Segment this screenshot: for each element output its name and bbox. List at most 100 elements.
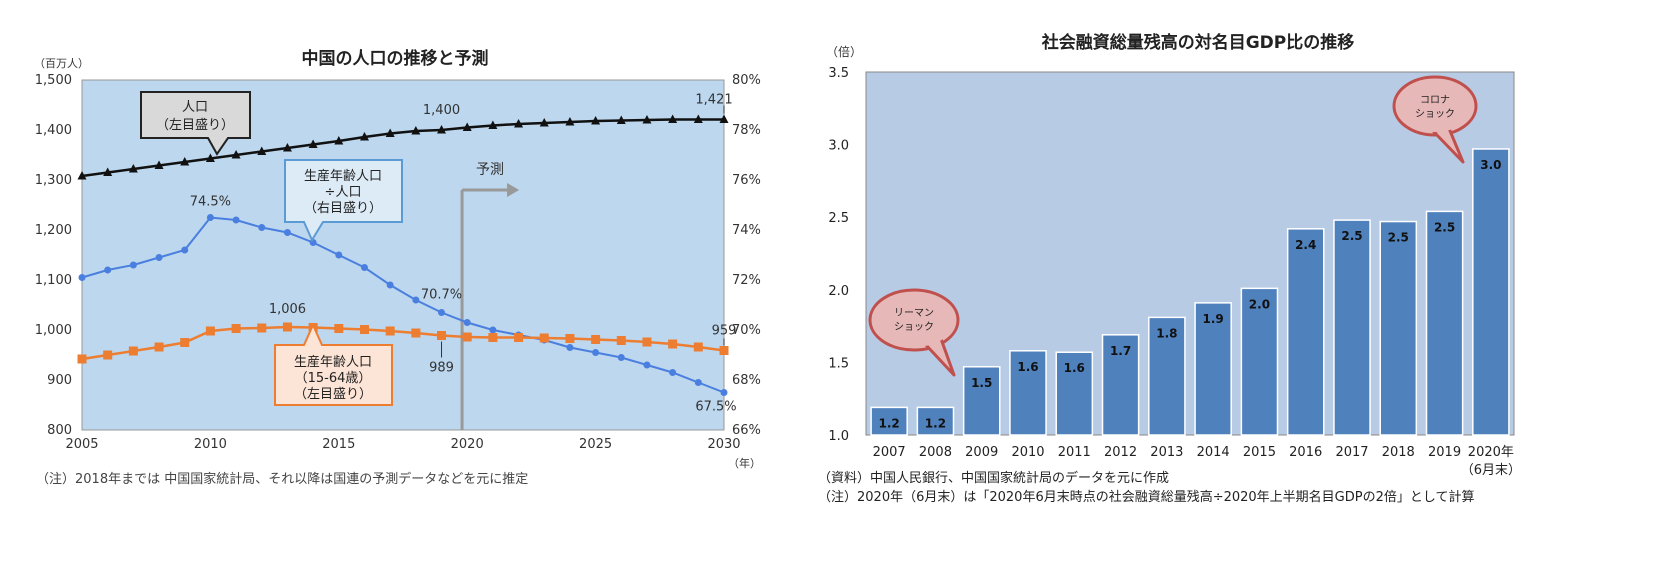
ratio-callout-line1: 生産年齢人口 xyxy=(304,168,382,184)
lehman-callout-line1: リーマン xyxy=(894,308,934,319)
bar-value-label: 1.2 xyxy=(879,416,900,430)
population-marker xyxy=(437,125,447,134)
working-age-marker xyxy=(514,333,524,342)
population-marker xyxy=(488,120,498,129)
bar-value-label: 2.5 xyxy=(1388,231,1409,245)
ratio-marker xyxy=(155,254,163,261)
right-y-tick: 72% xyxy=(732,273,761,288)
x-tick: 2010 xyxy=(194,437,227,452)
lehman-callout: リーマン ショック xyxy=(868,288,960,377)
ratio-marker xyxy=(694,379,702,386)
ratio-marker xyxy=(232,216,240,224)
x-tick: 2015 xyxy=(322,437,355,452)
population-marker xyxy=(103,167,113,176)
data-label: 1,400 xyxy=(423,103,460,118)
y-tick: 2.0 xyxy=(828,284,849,299)
right-y-tick: 68% xyxy=(732,373,761,388)
working-age-marker xyxy=(385,326,395,336)
left-y-tick: 1,400 xyxy=(35,123,72,138)
ratio-marker xyxy=(258,224,266,231)
ratio-line xyxy=(81,216,725,394)
x-tick: 2019 xyxy=(1428,445,1461,460)
bar-value-label: 1.2 xyxy=(925,416,946,430)
ratio-marker xyxy=(335,251,343,259)
x-tick: 2018 xyxy=(1382,445,1415,460)
bar-value-label: 1.6 xyxy=(1064,361,1085,375)
ratio-marker xyxy=(386,281,394,289)
ratio-marker xyxy=(592,349,600,356)
ratio-marker xyxy=(438,309,446,316)
left-y-tick: 1,100 xyxy=(35,273,72,288)
population-marker xyxy=(385,128,395,137)
x-tick: 2020年 xyxy=(1468,445,1514,460)
y-tick: 1.0 xyxy=(828,429,849,444)
corona-callout-line1: コロナ xyxy=(1420,94,1450,106)
working-age-marker xyxy=(488,333,498,342)
left-y-tick: 1,300 xyxy=(35,173,72,188)
corona-callout: コロナ ショック xyxy=(1392,75,1478,164)
bar xyxy=(962,366,1001,436)
bar-value-label: 2.5 xyxy=(1434,220,1455,234)
ratio-marker xyxy=(669,369,677,376)
ratio-marker xyxy=(283,229,291,236)
ratio-marker xyxy=(104,266,112,274)
lehman-callout-line2: ショック xyxy=(894,321,934,333)
bar xyxy=(1379,220,1418,436)
forecast-label: 予測 xyxy=(476,162,504,178)
data-label: 959 xyxy=(712,324,737,339)
ratio-marker xyxy=(206,214,214,221)
working-age-marker xyxy=(437,331,447,340)
bar-value-label: 1.9 xyxy=(1203,312,1224,326)
population-marker xyxy=(539,118,549,127)
population-callout-line1: 人口 xyxy=(182,100,208,115)
data-label: 70.7% xyxy=(421,288,462,303)
ratio-marker xyxy=(489,326,497,334)
population-marker xyxy=(359,132,369,141)
population-callout: 人口 （左目盛り） xyxy=(140,91,251,156)
working-age-marker xyxy=(154,342,164,352)
working-callout-line2: （15-64歳） xyxy=(295,371,372,386)
x-tick: 2030 xyxy=(707,437,740,452)
bar xyxy=(1148,316,1186,436)
data-label: 74.5% xyxy=(190,195,231,210)
x-tick: 2010 xyxy=(1011,445,1044,460)
ratio-callout: 生産年齢人口 ÷人口 （右目盛り） xyxy=(284,159,403,243)
right-y-tick: 76% xyxy=(732,173,761,188)
working-age-marker xyxy=(565,334,575,343)
data-label: 67.5% xyxy=(695,400,736,415)
bar-value-label: 1.7 xyxy=(1110,344,1131,358)
working-age-marker xyxy=(257,323,267,333)
population-marker xyxy=(334,136,344,145)
x-tick: 2025 xyxy=(579,437,612,452)
x-tick: 2014 xyxy=(1197,445,1230,460)
x-tick: 2020 xyxy=(451,437,484,452)
bar-value-label: 2.0 xyxy=(1249,297,1270,311)
working-age-marker xyxy=(668,339,678,349)
right-y-tick: 74% xyxy=(732,223,761,238)
ratio-marker xyxy=(643,361,651,369)
right-y-tick: 70% xyxy=(732,323,761,338)
left-chart-note: （注）2018年までは 中国国家統計局、それ以降は国連の予測データなどを元に推定 xyxy=(36,471,528,487)
x-tick: 2008 xyxy=(919,445,952,460)
ratio-marker xyxy=(720,389,728,396)
y-tick: 3.0 xyxy=(828,139,849,154)
population-marker xyxy=(565,117,575,126)
bar xyxy=(916,406,955,436)
data-label: 1,006 xyxy=(269,302,306,317)
working-age-marker xyxy=(77,354,87,364)
ratio-marker xyxy=(78,274,86,281)
working-age-marker xyxy=(180,338,190,347)
x-tick: 2016 xyxy=(1289,445,1322,460)
bar-value-label: 3.0 xyxy=(1480,158,1501,172)
x-tick: 2005 xyxy=(65,437,98,452)
ratio-marker xyxy=(129,261,137,269)
working-callout: 生産年齢人口 （15-64歳） （左目盛り） xyxy=(274,322,393,406)
working-age-marker xyxy=(616,336,626,345)
working-age-marker xyxy=(282,322,292,332)
population-marker xyxy=(668,114,678,123)
x-tick: 2011 xyxy=(1058,445,1091,460)
y-tick: 2.5 xyxy=(828,211,849,226)
population-marker xyxy=(642,115,652,124)
x-tick: 2017 xyxy=(1335,445,1368,460)
left-y-tick: 800 xyxy=(47,423,72,438)
